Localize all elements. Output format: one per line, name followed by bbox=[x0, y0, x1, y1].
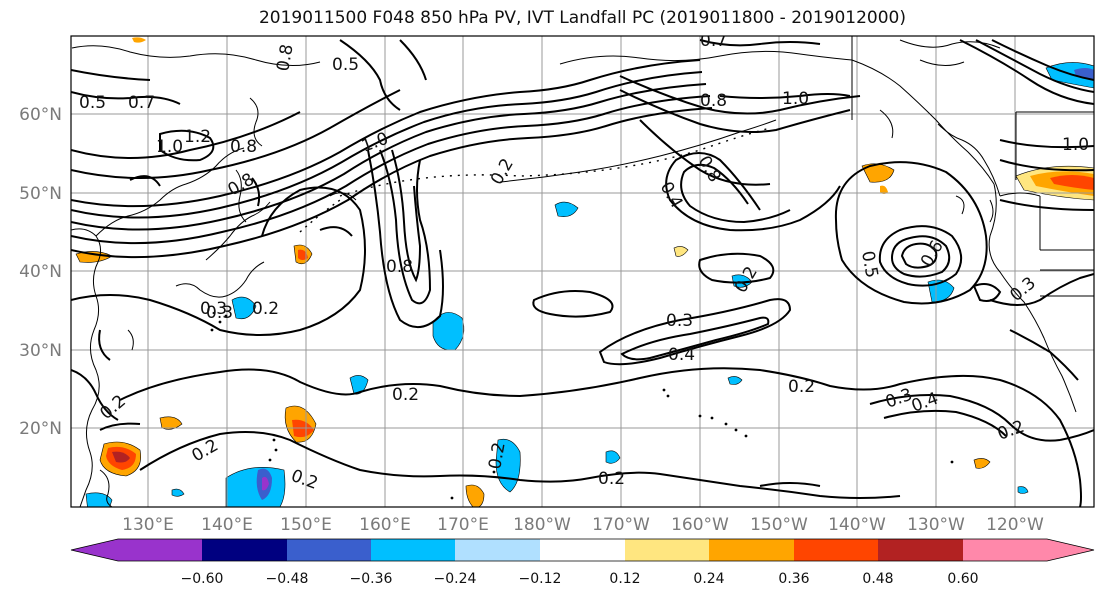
contour-label: 0.4 bbox=[668, 345, 695, 365]
coastlines bbox=[71, 36, 1094, 507]
ivt-shading bbox=[75, 37, 1094, 507]
contour-label: 1.0 bbox=[1062, 135, 1089, 155]
island-chain bbox=[210, 127, 954, 500]
contour-label: 0.8 bbox=[230, 137, 257, 157]
lon-label: 180°W bbox=[513, 515, 571, 535]
lon-label: 170°E bbox=[437, 515, 489, 535]
graticule bbox=[71, 36, 1094, 507]
contour-label: 0.8 bbox=[386, 257, 413, 277]
lat-label: 60°N bbox=[19, 105, 62, 125]
colorbar-tick-label: 0.60 bbox=[947, 571, 978, 587]
colorbar-segment bbox=[202, 539, 287, 561]
lat-label: 30°N bbox=[19, 341, 62, 361]
colorbar-extend-max bbox=[1047, 539, 1094, 561]
colorbar-tick-label: −0.36 bbox=[350, 571, 393, 587]
contour-label: 0.2 bbox=[485, 441, 509, 471]
colorbar-ticks: −0.60 −0.48 −0.36 −0.24 −0.12 0.12 0.24 … bbox=[181, 571, 979, 587]
pv-contours bbox=[71, 39, 1094, 507]
contour-label: 0.7 bbox=[700, 31, 727, 51]
lon-label: 150°E bbox=[280, 515, 332, 535]
lat-label: 20°N bbox=[19, 419, 62, 439]
colorbar: −0.60 −0.48 −0.36 −0.24 −0.12 0.12 0.24 … bbox=[70, 538, 1095, 587]
longitude-labels: 130°E 140°E 150°E 160°E 170°E 180°W 170°… bbox=[122, 515, 1044, 535]
colorbar-segment bbox=[455, 539, 540, 561]
contour-label: 0.8 bbox=[273, 43, 297, 73]
lon-label: 160°W bbox=[671, 515, 729, 535]
colorbar-tick-label: −0.12 bbox=[519, 571, 562, 587]
contour-label: 0.3 bbox=[200, 299, 227, 319]
colorbar-tick-label: −0.24 bbox=[434, 571, 477, 587]
colorbar-segment bbox=[625, 539, 709, 561]
lon-label: 130°W bbox=[907, 515, 965, 535]
lon-label: 120°W bbox=[986, 515, 1044, 535]
contour-label: 0.5 bbox=[79, 93, 106, 113]
contour-label: 0.2 bbox=[392, 385, 419, 405]
latitude-labels: 60°N 50°N 40°N 30°N 20°N bbox=[19, 105, 62, 439]
contour-label: 0.5 bbox=[332, 55, 359, 75]
lon-label: 170°W bbox=[592, 515, 650, 535]
colorbar-segment bbox=[287, 539, 371, 561]
contour-label: 0.2 bbox=[252, 299, 279, 319]
lat-label: 50°N bbox=[19, 184, 62, 204]
colorbar-tick-label: 0.12 bbox=[609, 571, 640, 587]
colorbar-segment bbox=[963, 539, 1047, 561]
colorbar-segment bbox=[540, 539, 625, 561]
colorbar-segment bbox=[118, 539, 202, 561]
colorbar-tick-label: 0.36 bbox=[778, 571, 809, 587]
colorbar-tick-label: −0.60 bbox=[181, 571, 224, 587]
lon-label: 130°E bbox=[122, 515, 174, 535]
lon-label: 140°E bbox=[201, 515, 253, 535]
contour-label: 1.0 bbox=[782, 89, 809, 109]
contour-label: 1.0 bbox=[156, 137, 183, 157]
contour-label: 0.3 bbox=[666, 311, 693, 331]
colorbar-tick-label: 0.48 bbox=[862, 571, 893, 587]
plot-title: 2019011500 F048 850 hPa PV, IVT Landfall… bbox=[258, 8, 906, 28]
colorbar-tick-label: −0.48 bbox=[266, 571, 309, 587]
contour-label: 0.2 bbox=[598, 469, 625, 489]
colorbar-segment bbox=[709, 539, 794, 561]
lon-label: 150°W bbox=[750, 515, 808, 535]
colorbar-segment bbox=[878, 539, 963, 561]
lat-label: 40°N bbox=[19, 262, 62, 282]
colorbar-segment bbox=[794, 539, 878, 561]
lon-label: 140°W bbox=[828, 515, 886, 535]
colorbar-extend-min bbox=[71, 539, 118, 561]
map-frame bbox=[70, 35, 1095, 508]
contour-label: 1.2 bbox=[184, 127, 211, 147]
lon-label: 160°E bbox=[359, 515, 411, 535]
contour-label: 0.3 bbox=[206, 303, 233, 323]
contour-label: 0.5 bbox=[857, 249, 881, 279]
contour-label: 0.7 bbox=[128, 93, 155, 113]
colorbar-segment bbox=[371, 539, 455, 561]
colorbar-tick-label: 0.24 bbox=[693, 571, 724, 587]
contour-label: 0.2 bbox=[788, 377, 815, 397]
contour-label: 0.8 bbox=[700, 91, 727, 111]
